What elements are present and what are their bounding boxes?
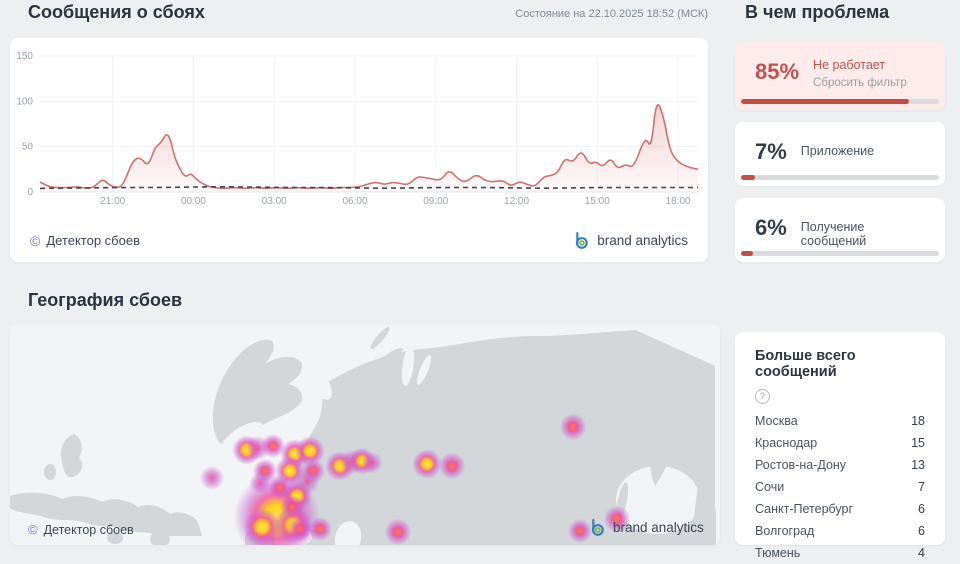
problem-label: Не работает (813, 58, 886, 72)
city-count: 7 (918, 479, 925, 494)
copyright-label: Детектор сбоев (46, 233, 140, 248)
problem-percent: 6% (755, 215, 787, 240)
map-detector-copyright: © Детектор сбоев (28, 522, 134, 537)
city-count: 6 (918, 501, 925, 516)
brand-analytics-link[interactable]: brand analytics (572, 231, 688, 250)
problem-progress-track (741, 251, 939, 256)
map-far-east-land (615, 386, 716, 545)
svg-text:50: 50 (22, 142, 34, 153)
city-row: Сочи 7 (755, 476, 925, 498)
problem-progress-track (741, 175, 939, 180)
map-brand-analytics-link[interactable]: brand analytics (588, 518, 704, 537)
brand-analytics-icon (591, 519, 604, 536)
city-name: Тюмень (755, 545, 801, 560)
chart-axis-labels: 0 50 100 150 21:00 00:00 03:00 06:00 09:00 12:00 1… (16, 51, 691, 207)
city-count: 15 (911, 435, 925, 450)
problem-progress-fill (741, 175, 755, 180)
city-row: Санкт-Петербург 6 (755, 498, 925, 520)
city-row: Москва 18 (755, 410, 925, 432)
city-name: Волгоград (755, 523, 815, 538)
svg-text:12:00: 12:00 (504, 196, 529, 207)
problem-percent: 85% (755, 59, 800, 84)
messages-section-title: Сообщения о сбоях (28, 2, 205, 22)
city-name: Ростов-на-Дону (755, 457, 847, 472)
city-count: 4 (918, 545, 925, 560)
reset-filter-link[interactable]: Сбросить фильтр (813, 77, 907, 89)
copyright-icon: © (30, 232, 41, 249)
svg-text:21:00: 21:00 (100, 196, 125, 207)
svg-text:0: 0 (27, 187, 33, 198)
top-cities-card: Больше всего сообщений ? Москва 18 Краснод… (735, 332, 945, 560)
svg-text:03:00: 03:00 (262, 196, 287, 207)
city-name: Краснодар (755, 435, 818, 450)
map-land (10, 327, 715, 545)
help-icon[interactable]: ? (755, 388, 770, 404)
problem-label: Приложение (800, 144, 875, 158)
top-cities-title: Больше всего сообщений (755, 348, 856, 380)
city-count: 13 (911, 457, 925, 472)
problem-percent: 7% (755, 139, 787, 164)
geo-section-title: География сбоев (28, 290, 183, 310)
brand-analytics-icon (576, 232, 588, 249)
city-count: 6 (918, 523, 925, 538)
city-name: Москва (755, 413, 798, 428)
svg-text:18:00: 18:00 (666, 196, 691, 207)
svg-text:150: 150 (16, 51, 33, 62)
svg-text:100: 100 (16, 96, 33, 107)
chart-series (39, 104, 699, 192)
problem-progress-fill (741, 251, 753, 256)
brand-analytics-label: brand analytics (613, 520, 704, 535)
problem-progress-fill (741, 99, 910, 104)
copyright-label: Детектор сбоев (43, 522, 134, 537)
city-row: Краснодар 15 (755, 432, 925, 454)
svg-text:00:00: 00:00 (181, 196, 206, 207)
city-row: Ростов-на-Дону 13 (755, 454, 925, 476)
outage-chart-card: 0 50 100 150 21:00 00:00 03:00 06:00 09:00 12:00 1… (10, 38, 708, 262)
city-name: Сочи (755, 479, 785, 494)
problem-progress-track (741, 99, 939, 104)
city-count: 18 (911, 413, 925, 428)
outage-map (10, 324, 720, 545)
city-row: Волгоград 6 (755, 520, 925, 542)
top-cities-list: Москва 18 Краснодар 15 Ростов-на-Дону 13 Сочи 7… (755, 410, 925, 564)
city-name: Санкт-Петербург (755, 501, 854, 516)
svg-text:06:00: 06:00 (342, 196, 367, 207)
outage-chart: 0 50 100 150 21:00 00:00 03:00 06:00 09:00 12:00 1… (16, 51, 699, 207)
svg-text:09:00: 09:00 (423, 196, 448, 207)
problem-filter-app[interactable]: 7% Приложение (735, 122, 945, 186)
svg-text:15:00: 15:00 (585, 196, 610, 207)
problem-filter-not-working[interactable]: 85% Не работает Сбросить фильтр (735, 42, 945, 110)
status-timestamp: Состояние на 22.10.2025 18:52 (МСК) (515, 8, 708, 20)
brand-analytics-label: brand analytics (597, 233, 688, 248)
problems-section-title: В чем проблема (745, 2, 890, 22)
problem-label: Получение сообщений (800, 220, 867, 248)
problem-filter-receiving[interactable]: 6% Получение сообщений (735, 198, 945, 262)
map-canvas (10, 324, 720, 545)
heat-layer (199, 413, 631, 545)
copyright-icon: © (28, 522, 38, 537)
detector-copyright: © Детектор сбоев (30, 233, 140, 249)
